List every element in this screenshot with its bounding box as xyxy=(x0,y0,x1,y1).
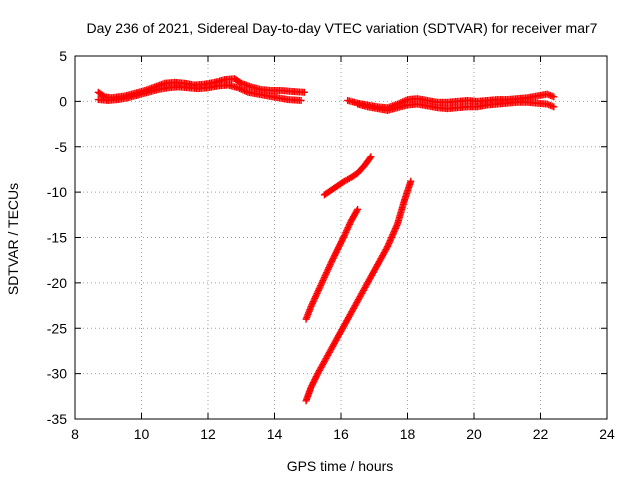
data-point xyxy=(325,264,333,272)
data-point xyxy=(344,224,352,232)
axes: 8 10 12 14 16 18 20 22 24 5 0 -5 -10 -15 -20 -25 -30 -35 xyxy=(47,48,615,442)
x-tick-label: 8 xyxy=(71,426,79,442)
data-point xyxy=(312,291,320,299)
data-point xyxy=(353,207,361,215)
data-point xyxy=(314,288,322,296)
data-point xyxy=(314,286,322,294)
data-point xyxy=(317,280,325,288)
data-point xyxy=(550,103,558,111)
x-tick-label: 10 xyxy=(134,426,150,442)
chart-title: Day 236 of 2021, Sidereal Day-to-day VTE… xyxy=(87,20,598,36)
data-point xyxy=(317,281,325,289)
data-point xyxy=(309,298,317,306)
data-point xyxy=(322,270,330,278)
data-point xyxy=(313,290,321,298)
data-point xyxy=(297,96,305,104)
data-point xyxy=(340,233,348,241)
x-tick-label: 14 xyxy=(267,426,283,442)
data-points xyxy=(94,75,558,405)
data-point xyxy=(316,283,324,291)
x-tick-label: 12 xyxy=(200,426,216,442)
y-tick-label: -35 xyxy=(47,411,67,427)
y-tick-label: -5 xyxy=(55,139,68,155)
data-point xyxy=(307,302,315,310)
data-point xyxy=(308,301,316,309)
y-tick-label: -15 xyxy=(47,230,67,246)
data-point xyxy=(366,154,374,162)
x-tick-label: 20 xyxy=(466,426,482,442)
data-point xyxy=(318,278,326,286)
data-point xyxy=(310,296,318,304)
data-point xyxy=(343,227,351,235)
x-tick-label: 22 xyxy=(533,426,549,442)
data-point xyxy=(340,232,348,240)
data-point xyxy=(319,277,327,285)
data-point xyxy=(309,299,317,307)
x-tick-label: 24 xyxy=(599,426,615,442)
data-point xyxy=(321,272,329,280)
data-point xyxy=(343,225,351,233)
data-point xyxy=(345,222,353,230)
data-point xyxy=(346,219,354,227)
x-tick-label: 18 xyxy=(400,426,416,442)
data-point xyxy=(326,261,334,269)
data-point xyxy=(323,269,331,277)
data-point xyxy=(326,262,334,270)
data-point xyxy=(312,293,320,301)
data-point xyxy=(407,177,415,185)
data-point xyxy=(367,153,375,161)
x-axis-label: GPS time / hours xyxy=(287,458,394,474)
y-tick-label: -10 xyxy=(47,184,67,200)
data-point xyxy=(354,205,362,213)
data-point xyxy=(345,220,353,228)
data-point xyxy=(300,88,308,96)
data-point xyxy=(323,267,331,275)
data-point xyxy=(320,275,328,283)
y-tick-label: 0 xyxy=(59,93,67,109)
data-point xyxy=(320,273,328,281)
grid-lines xyxy=(75,56,607,419)
y-tick-label: -25 xyxy=(47,320,67,336)
y-tick-label: -30 xyxy=(47,366,67,382)
y-tick-label: -20 xyxy=(47,275,67,291)
data-point xyxy=(315,285,323,293)
data-point xyxy=(550,93,558,101)
y-axis-label: SDTVAR / TECUs xyxy=(5,183,21,295)
data-point xyxy=(342,228,350,236)
x-tick-label: 16 xyxy=(333,426,349,442)
data-point xyxy=(311,294,319,302)
data-point xyxy=(324,265,332,273)
data-point xyxy=(341,230,349,238)
y-tick-label: 5 xyxy=(59,48,67,64)
